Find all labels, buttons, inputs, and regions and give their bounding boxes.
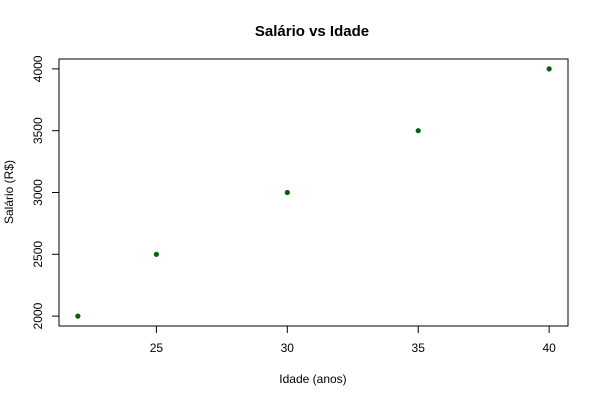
plot-frame	[58, 58, 569, 327]
x-axis-label: Idade (anos)	[279, 372, 346, 386]
data-point	[75, 313, 81, 319]
data-point	[284, 189, 290, 196]
y-tick-label: 2000	[31, 302, 45, 329]
y-tick-label: 4000	[31, 55, 45, 82]
y-tick-label: 3500	[31, 117, 45, 144]
x-tick-label: 40	[542, 341, 556, 355]
x-axis: 25 30 35 40	[150, 325, 556, 355]
y-axis-label: Salário (R$)	[2, 160, 16, 224]
y-axis: 2000 2500 3000 3500 4000	[31, 55, 60, 329]
y-tick-label: 3000	[31, 179, 45, 206]
x-tick-label: 25	[150, 341, 164, 355]
data-point	[546, 66, 552, 72]
y-tick-label: 2500	[31, 241, 45, 268]
data-point	[153, 251, 160, 257]
data-point	[415, 128, 421, 134]
data-points	[75, 66, 552, 319]
chart-title: Salário vs Idade	[255, 23, 369, 40]
x-tick-label: 35	[412, 341, 426, 355]
x-tick-label: 30	[281, 341, 295, 355]
